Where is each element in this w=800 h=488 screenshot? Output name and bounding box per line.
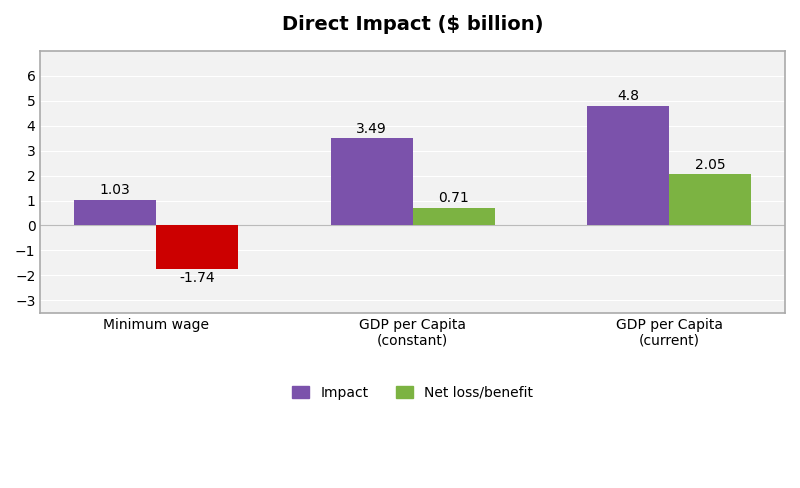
Bar: [587, 106, 669, 225]
Text: 0.71: 0.71: [438, 191, 469, 205]
Text: 3.49: 3.49: [356, 122, 387, 136]
Bar: [669, 174, 751, 225]
Text: 4.8: 4.8: [617, 89, 639, 103]
Text: 2.05: 2.05: [695, 158, 726, 172]
Bar: [156, 225, 238, 269]
Title: Direct Impact ($ billion): Direct Impact ($ billion): [282, 15, 543, 34]
Text: -1.74: -1.74: [179, 271, 215, 285]
Legend: Impact, Net loss/benefit: Impact, Net loss/benefit: [287, 380, 538, 406]
Bar: [413, 208, 494, 225]
Bar: [74, 200, 156, 225]
Bar: [330, 139, 413, 225]
Text: 1.03: 1.03: [100, 183, 130, 197]
